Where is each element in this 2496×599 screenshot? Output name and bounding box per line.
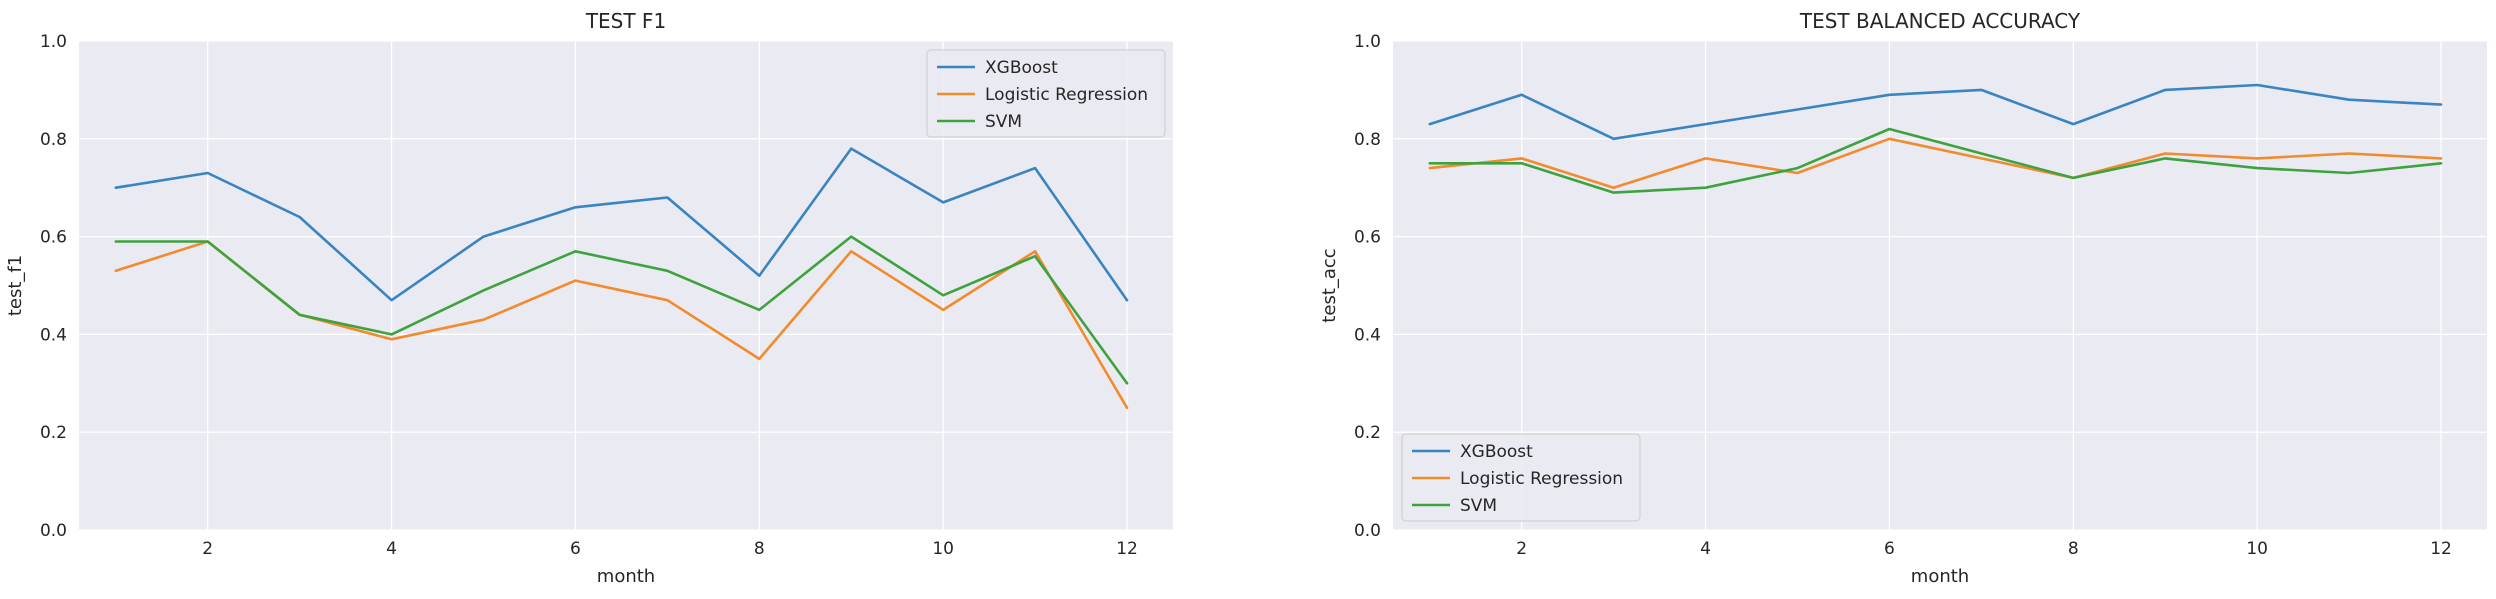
y-tick-label: 0.6 bbox=[1354, 228, 1381, 248]
chart-panel-1: 0.0 0.2 0.4 0.6 0.8 1.0 2 4 6 8 10 12 TEST F1 month te… bbox=[5, 9, 1173, 587]
legend-label-xgboost: XGBoost bbox=[985, 58, 1058, 78]
y-tick-label: 1.0 bbox=[40, 32, 67, 52]
y-axis-label: test_acc bbox=[1319, 248, 1340, 322]
x-tick-label: 8 bbox=[2068, 539, 2079, 559]
series-line-logistic_regression bbox=[1428, 137, 2443, 189]
chart-title: TEST F1 bbox=[585, 9, 666, 33]
legend-box bbox=[1401, 433, 1641, 522]
x-tick-label: 12 bbox=[2430, 539, 2452, 559]
series-line-svm bbox=[1428, 127, 2443, 194]
legend-label-logistic_regression: Logistic Regression bbox=[1460, 469, 1623, 489]
x-tick-label: 2 bbox=[1516, 539, 1527, 559]
x-tick-label: 4 bbox=[386, 539, 397, 559]
x-axis-label: month bbox=[1911, 566, 1969, 587]
legend: XGBoost Logistic Regression SVM bbox=[926, 49, 1166, 138]
x-tick-label: 4 bbox=[1700, 539, 1711, 559]
series-line-xgboost bbox=[1428, 83, 2443, 141]
legend-label-svm: SVM bbox=[1460, 496, 1497, 516]
chart-panel-2: 0.0 0.2 0.4 0.6 0.8 1.0 2 4 6 8 10 12 TEST BALANCED … bbox=[1319, 9, 2487, 587]
y-tick-label: 0.2 bbox=[40, 423, 67, 443]
x-tick-label: 12 bbox=[1116, 539, 1138, 559]
y-tick-label: 0.6 bbox=[40, 228, 67, 248]
y-tick-label: 0.4 bbox=[40, 325, 67, 345]
chart-title: TEST BALANCED ACCURACY bbox=[1799, 9, 2081, 33]
x-tick-label: 2 bbox=[202, 539, 213, 559]
legend-label-svm: SVM bbox=[985, 112, 1022, 132]
legend-label-logistic_regression: Logistic Regression bbox=[985, 85, 1148, 105]
series-line-svm bbox=[114, 235, 1129, 385]
y-tick-label: 0.0 bbox=[1354, 521, 1381, 541]
x-tick-label: 10 bbox=[2246, 539, 2268, 559]
y-axis-label: test_f1 bbox=[5, 255, 26, 316]
y-tick-label: 1.0 bbox=[1354, 32, 1381, 52]
y-tick-label: 0.0 bbox=[40, 521, 67, 541]
x-tick-label: 10 bbox=[932, 539, 954, 559]
x-tick-label: 8 bbox=[754, 539, 765, 559]
y-tick-label: 0.2 bbox=[1354, 423, 1381, 443]
legend-label-xgboost: XGBoost bbox=[1460, 442, 1533, 462]
x-tick-label: 6 bbox=[570, 539, 581, 559]
y-tick-label: 0.8 bbox=[1354, 130, 1381, 150]
legend-box bbox=[926, 49, 1166, 138]
legend: XGBoost Logistic Regression SVM bbox=[1401, 433, 1641, 522]
x-tick-label: 6 bbox=[1884, 539, 1895, 559]
y-tick-label: 0.4 bbox=[1354, 325, 1381, 345]
series-line-xgboost bbox=[114, 147, 1129, 302]
x-axis-label: month bbox=[597, 566, 655, 587]
y-tick-label: 0.8 bbox=[40, 130, 67, 150]
